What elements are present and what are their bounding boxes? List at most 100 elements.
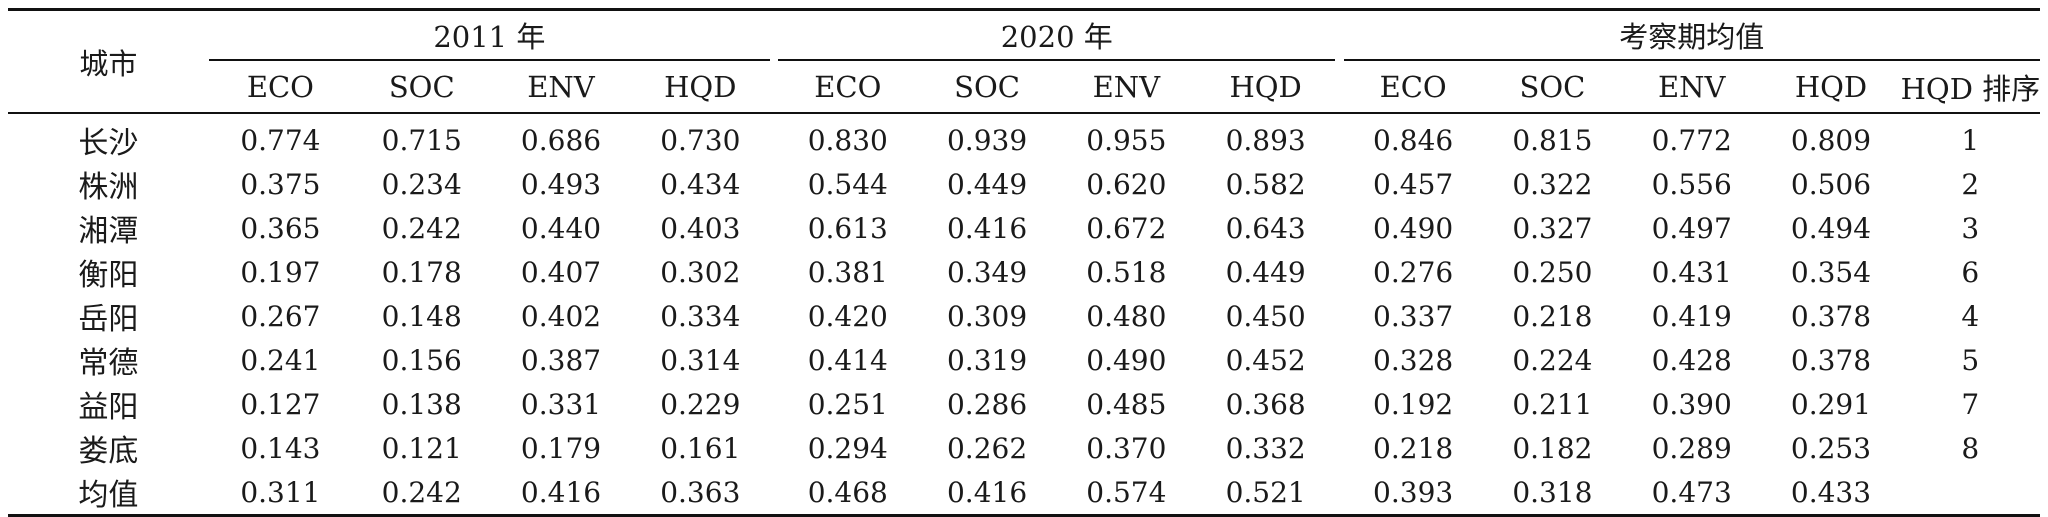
value-cell: 0.276 bbox=[1373, 255, 1454, 289]
value-cell: 0.286 bbox=[946, 387, 1028, 421]
value-cell: 0.378 bbox=[1790, 299, 1872, 333]
value-cell: 0.289 bbox=[1651, 431, 1732, 465]
value-cell: 0.574 bbox=[1056, 470, 1196, 517]
value-cell: 0.407 bbox=[520, 255, 602, 289]
value-cell: 0.337 bbox=[1373, 299, 1454, 333]
col-header-soc: SOC bbox=[352, 60, 492, 114]
value-cell: 0.730 bbox=[660, 123, 741, 157]
group-gap bbox=[1335, 162, 1343, 206]
value-cell: 0.416 bbox=[917, 470, 1057, 517]
value-cell: 0.375 bbox=[240, 167, 321, 201]
value-cell: 0.262 bbox=[946, 431, 1028, 465]
col-header-hqd: HQD bbox=[1761, 60, 1901, 114]
city-cell: 均值 bbox=[8, 470, 209, 517]
value-cell: 0.939 bbox=[946, 123, 1028, 157]
value-cell: 0.197 bbox=[240, 255, 321, 289]
value-cell: 0.218 bbox=[1512, 299, 1593, 333]
value-cell: 0.506 bbox=[1790, 167, 1872, 201]
group-gap bbox=[1335, 250, 1343, 294]
value-cell: 0.830 bbox=[807, 123, 888, 157]
value-cell: 0.485 bbox=[1086, 387, 1167, 421]
col-header-hqd: HQD bbox=[630, 60, 770, 114]
value-cell: 0.319 bbox=[946, 343, 1028, 377]
value-cell: 0.715 bbox=[381, 123, 462, 157]
value-cell: 0.242 bbox=[381, 211, 462, 245]
value-cell: 0.955 bbox=[1086, 123, 1167, 157]
value-cell: 0.241 bbox=[240, 343, 321, 377]
value-cell: 0.774 bbox=[240, 123, 321, 157]
value-cell: 0.314 bbox=[660, 343, 741, 377]
col-header-env: ENV bbox=[1056, 60, 1196, 114]
value-cell: 0.428 bbox=[1651, 343, 1732, 377]
table-row: 均值 0.311 0.242 0.416 0.363 0.468 0.416 0.574 0.5… bbox=[8, 470, 2040, 517]
city-cell: 湘潭 bbox=[78, 214, 139, 249]
col-header-soc: SOC bbox=[917, 60, 1057, 114]
value-cell: 0.490 bbox=[1086, 343, 1167, 377]
value-cell: 0.368 bbox=[1225, 387, 1306, 421]
col-header-eco: ECO bbox=[778, 60, 918, 114]
city-cell: 益阳 bbox=[78, 390, 139, 425]
value-cell: 0.218 bbox=[1373, 431, 1454, 465]
value-cell: 0.518 bbox=[1086, 255, 1167, 289]
table-row: 娄底 0.143 0.121 0.179 0.161 0.294 0.262 0.370 0.3… bbox=[8, 426, 2040, 470]
value-cell: 0.291 bbox=[1790, 387, 1872, 421]
value-cell: 0.381 bbox=[807, 255, 888, 289]
city-cell: 株洲 bbox=[78, 170, 139, 205]
col-header-env: ENV bbox=[1622, 60, 1762, 114]
value-cell: 0.138 bbox=[381, 387, 462, 421]
value-cell: 0.332 bbox=[1225, 431, 1306, 465]
value-cell: 0.434 bbox=[660, 167, 741, 201]
rank-cell bbox=[1900, 470, 2040, 517]
value-cell: 0.267 bbox=[240, 299, 321, 333]
rank-cell: 4 bbox=[1961, 299, 1980, 333]
group-gap bbox=[770, 382, 778, 426]
value-cell: 0.327 bbox=[1512, 211, 1593, 245]
value-cell: 0.494 bbox=[1790, 211, 1872, 245]
value-cell: 0.234 bbox=[381, 167, 462, 201]
value-cell: 0.457 bbox=[1373, 167, 1454, 201]
value-cell: 0.253 bbox=[1790, 431, 1872, 465]
value-cell: 0.242 bbox=[352, 470, 492, 517]
group-gap bbox=[770, 113, 778, 162]
rank-cell: 5 bbox=[1961, 343, 1980, 377]
rank-cell: 6 bbox=[1961, 255, 1980, 289]
value-cell: 0.449 bbox=[946, 167, 1028, 201]
city-cell: 衡阳 bbox=[78, 258, 139, 293]
group-gap bbox=[770, 426, 778, 470]
table-row: 长沙 0.774 0.715 0.686 0.730 0.830 0.939 0.955 0.8… bbox=[8, 113, 2040, 162]
table-body: 长沙 0.774 0.715 0.686 0.730 0.830 0.939 0.955 0.8… bbox=[8, 113, 2040, 517]
table-row: 湘潭 0.365 0.242 0.440 0.403 0.613 0.416 0.672 0.6… bbox=[8, 206, 2040, 250]
group-gap bbox=[1335, 470, 1344, 517]
rank-cell: 2 bbox=[1961, 167, 1980, 201]
value-cell: 0.473 bbox=[1622, 470, 1762, 517]
value-cell: 0.468 bbox=[778, 470, 918, 517]
hqd-table: 城市 2011 年 2020 年 考察期均值 ECO SOC ENV HQD E… bbox=[8, 8, 2040, 517]
group-gap bbox=[769, 470, 779, 517]
col-header-eco: ECO bbox=[208, 60, 353, 114]
value-cell: 0.449 bbox=[1225, 255, 1306, 289]
value-cell: 0.328 bbox=[1373, 343, 1454, 377]
value-cell: 0.815 bbox=[1512, 123, 1593, 157]
value-cell: 0.334 bbox=[660, 299, 741, 333]
value-cell: 0.450 bbox=[1225, 299, 1306, 333]
table-row: 岳阳 0.267 0.148 0.402 0.334 0.420 0.309 0.480 0.4… bbox=[8, 294, 2040, 338]
value-cell: 0.414 bbox=[807, 343, 888, 377]
city-header: 城市 bbox=[8, 8, 209, 114]
value-cell: 0.672 bbox=[1086, 211, 1167, 245]
value-cell: 0.686 bbox=[520, 123, 602, 157]
group-header-2020: 2020 年 bbox=[778, 8, 1336, 61]
group-gap bbox=[1335, 382, 1343, 426]
group-header-2011: 2011 年 bbox=[208, 8, 770, 61]
value-cell: 0.620 bbox=[1086, 167, 1167, 201]
col-header-soc: SOC bbox=[1482, 60, 1623, 114]
value-cell: 0.419 bbox=[1651, 299, 1732, 333]
value-cell: 0.322 bbox=[1512, 167, 1593, 201]
value-cell: 0.493 bbox=[520, 167, 602, 201]
value-cell: 0.121 bbox=[381, 431, 462, 465]
value-cell: 0.182 bbox=[1512, 431, 1593, 465]
value-cell: 0.370 bbox=[1086, 431, 1167, 465]
value-cell: 0.433 bbox=[1761, 470, 1901, 517]
rank-cell: 8 bbox=[1961, 431, 1980, 465]
value-cell: 0.192 bbox=[1373, 387, 1454, 421]
value-cell: 0.294 bbox=[807, 431, 888, 465]
